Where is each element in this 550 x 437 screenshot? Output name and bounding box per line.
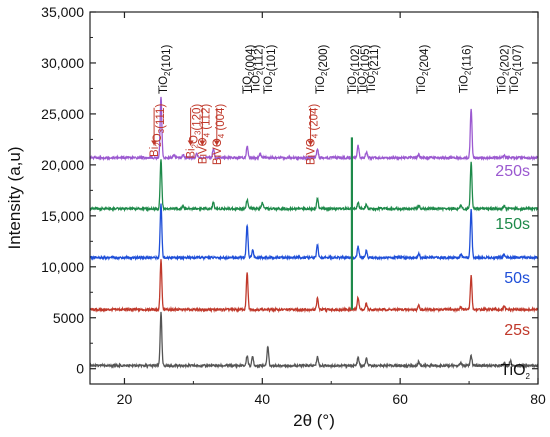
y-tick-label: 20,000: [41, 157, 84, 173]
series-line-250s: [90, 96, 538, 162]
peak-label-text: BiVO4 (112): [197, 104, 212, 165]
x-tick-label: 60: [392, 391, 408, 407]
series-line-50s: [90, 203, 538, 262]
y-tick-label: 15,000: [41, 208, 84, 224]
peak-label: TiO2(004): [242, 44, 257, 94]
peak-label: BiVO4 (112): [197, 104, 212, 165]
x-tick-label: 40: [255, 391, 271, 407]
tick-layer: 20 40 60 80 0 5000 10,000 15,000 20,000 25,000 30,…: [41, 4, 546, 407]
series-line-tio2: [90, 311, 538, 370]
x-tick-label: 20: [117, 391, 133, 407]
peak-label: TiO2(101): [158, 44, 173, 94]
peak-label-text: TiO2(211): [366, 44, 381, 93]
peak-arrow-head: [151, 140, 158, 146]
series-label-layer: TiO2 25s 50s 150s 250s: [495, 163, 530, 381]
peak-label-text: BiVO4 (204): [306, 104, 321, 166]
y-tick-label: 30,000: [41, 55, 84, 71]
series-layer: [90, 96, 538, 370]
peak-label: Bi2O3(111): [149, 104, 167, 157]
series-label-tio2: TiO2: [500, 362, 530, 381]
axes-frame: [89, 11, 539, 385]
y-tick-label: 25,000: [41, 106, 84, 122]
peak-label-text: TiO2(116): [459, 44, 474, 93]
peak-arrow-head: [307, 140, 314, 146]
peak-label-text: TiO2(105): [357, 44, 372, 94]
peak-label: TiO2(204): [416, 44, 431, 94]
peak-label: BiVO4 (004): [212, 104, 227, 166]
peak-label: TiO2(112): [250, 44, 265, 93]
peak-label: TiO2(211): [366, 44, 381, 93]
series-label-250s: 250s: [495, 163, 530, 180]
peak-label-text: TiO2(101): [263, 44, 278, 94]
peak-label-text: Bi2O3(111): [149, 104, 167, 157]
x-axis-title: 2θ (°): [293, 411, 335, 430]
y-axis-title: Intensity (a,u): [5, 147, 24, 250]
peak-label: TiO2(107): [509, 44, 524, 94]
peak-label-layer: Bi2O3(111) TiO2(101) Bi2O3(120)BiVO4 (112)…: [149, 44, 524, 165]
peak-label-text: TiO2(202): [496, 44, 511, 94]
peak-arrow-head: [199, 140, 206, 146]
peak-label-text: TiO2(112): [250, 44, 265, 93]
peak-label-text: BiVO4 (004): [212, 104, 227, 166]
series-label-50s: 50s: [504, 270, 530, 287]
peak-label: TiO2(202): [496, 44, 511, 94]
y-tick-label: 5000: [53, 310, 84, 326]
y-tick-label: 35,000: [41, 4, 84, 20]
peak-label: TiO2(102): [347, 44, 362, 94]
peak-arrow-head: [213, 140, 220, 146]
series-line-25s: [90, 259, 538, 314]
peak-label-text: TiO2(102): [347, 44, 362, 94]
peak-label: Bi2O3(120): [186, 104, 204, 159]
peak-label-text: TiO2(107): [509, 44, 524, 94]
peak-label: TiO2(200): [315, 44, 330, 94]
peak-arrow-head: [187, 140, 194, 146]
x-tick-label: 80: [530, 391, 546, 407]
peak-label-text: TiO2(200): [315, 44, 330, 94]
series-label-25s: 25s: [504, 322, 530, 339]
series-label-150s: 150s: [495, 216, 530, 233]
series-line-150s: [90, 159, 538, 213]
peak-label: TiO2(116): [459, 44, 474, 93]
peak-label: TiO2(101): [263, 44, 278, 94]
y-tick-label: 0: [76, 361, 84, 377]
peak-label-text: TiO2(101): [158, 44, 173, 94]
peak-label-text: TiO2(204): [416, 44, 431, 94]
peak-label: TiO2(105): [357, 44, 372, 94]
peak-label: BiVO4 (204): [306, 104, 321, 166]
y-tick-label: 10,000: [41, 259, 84, 275]
peak-label-text: Bi2O3(120): [186, 104, 204, 159]
peak-label-text: TiO2(004): [242, 44, 257, 94]
